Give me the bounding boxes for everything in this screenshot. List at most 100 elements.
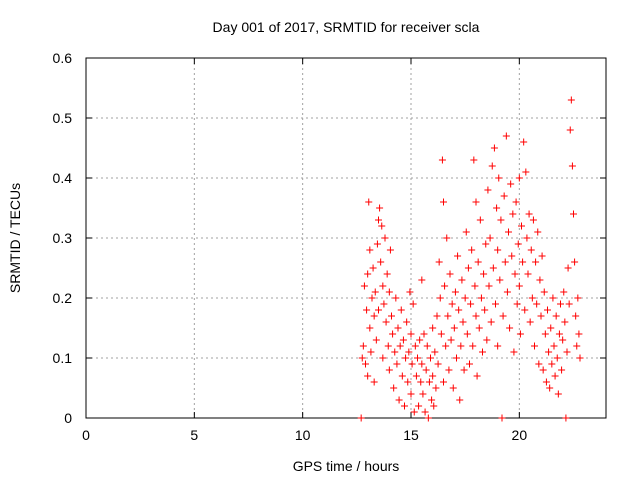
data-point [407,390,415,398]
data-point [366,324,374,332]
data-point [494,342,502,350]
data-point [554,390,562,398]
data-point [430,402,438,410]
data-point [446,270,454,278]
data-point [451,288,459,296]
data-point [537,312,545,320]
data-point [386,246,394,254]
data-point [427,354,434,362]
data-point [444,312,452,320]
data-point [565,300,573,308]
data-point [370,312,378,320]
data-point [431,348,439,356]
data-point [447,336,455,344]
data-point [472,312,480,320]
data-point [498,414,506,422]
data-point [432,384,440,392]
data-point [435,258,443,266]
data-point [549,294,557,302]
data-point [433,312,441,320]
data-point [414,354,421,362]
data-point [553,354,561,362]
data-point [445,366,453,374]
data-point [562,414,570,422]
data-point [371,288,379,296]
data-point [524,270,532,278]
data-point [519,258,527,266]
data-point [429,324,437,332]
data-point [555,330,563,338]
data-point [496,276,504,284]
data-point [448,300,456,308]
data-point [404,378,412,386]
data-point [362,360,369,368]
data-point [440,378,447,386]
data-point [383,270,391,278]
data-point [512,198,520,206]
data-point [566,126,574,134]
data-point [468,246,476,254]
data-point [464,264,472,272]
data-point [472,198,480,206]
data-point [510,348,518,356]
data-point [380,300,388,308]
data-point [550,342,558,350]
data-point [521,306,529,314]
data-point [487,318,495,326]
data-point [394,324,402,332]
data-point [564,264,572,272]
data-point [533,300,541,308]
data-point [505,228,512,236]
x-tick-label: 15 [403,427,419,443]
data-point [379,282,387,290]
data-point [390,384,398,392]
data-point [453,354,460,362]
x-tick-labels: 0 5 10 15 20 [82,427,527,443]
data-point [480,270,488,278]
data-point [481,306,489,314]
chart-title: Day 001 of 2017, SRMTID for receiver scl… [213,19,480,35]
y-tick-label: 0 [64,410,72,426]
data-point [493,204,501,212]
data-point [384,342,392,350]
data-point [483,336,491,344]
data-point [573,342,581,350]
data-point [477,294,485,302]
data-point [411,342,419,350]
data-point [545,348,553,356]
data-point [450,324,458,332]
x-tick-label: 5 [190,427,198,443]
data-point [442,342,450,350]
data-point [531,342,538,350]
data-point [418,276,426,284]
data-point [360,282,368,290]
data-point [518,222,525,230]
data-point [490,144,498,152]
data-point [561,318,569,326]
data-point [389,330,397,338]
data-point [506,324,514,332]
data-point [397,306,405,314]
data-point [365,198,373,206]
data-point [495,174,503,182]
data-point [358,354,366,362]
data-point [382,318,390,326]
data-point [557,300,564,308]
data-point [473,372,481,380]
data-point [368,294,376,302]
data-point [469,342,477,350]
data-point [515,282,523,290]
data-point [391,348,399,356]
data-point [484,186,492,194]
y-tick-label: 0.2 [53,290,73,306]
data-point [385,288,393,296]
data-point [454,252,462,260]
data-point [497,216,505,224]
data-point [395,396,403,404]
data-point [542,378,550,386]
data-point [402,354,410,362]
data-point [536,276,544,284]
data-point [574,294,582,302]
data-point [396,342,404,350]
data-point [459,318,467,326]
